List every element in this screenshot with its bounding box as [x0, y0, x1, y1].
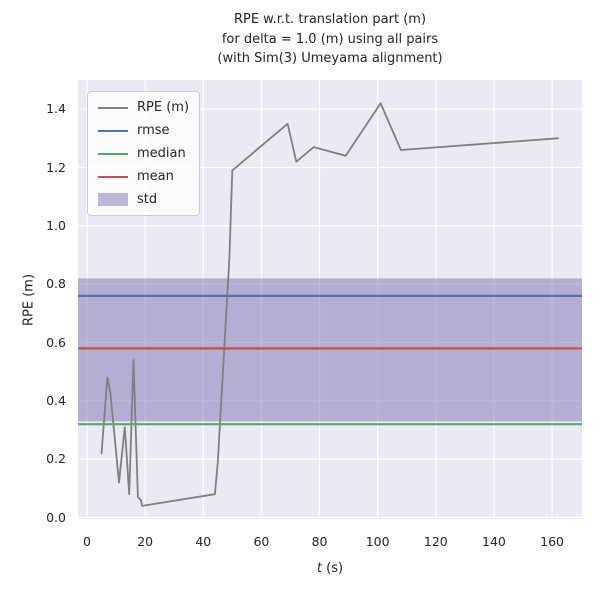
x-axis-label-unit: (s): [322, 561, 344, 576]
legend-swatch-mean: [98, 175, 128, 178]
legend-item: median: [98, 142, 189, 165]
x-tick-label: 20: [137, 534, 154, 549]
chart-title: RPE w.r.t. translation part (m) for delt…: [78, 10, 582, 69]
legend-label: median: [137, 146, 186, 161]
legend-swatch-rpe-m-: [98, 106, 128, 109]
y-tick-label: 0.4: [46, 392, 66, 408]
x-tick-label: 120: [423, 534, 448, 549]
legend-item: std: [98, 188, 189, 211]
x-tick-label: 160: [540, 534, 564, 549]
x-tick-label: 80: [311, 534, 328, 549]
chart-title-line-2: for delta = 1.0 (m) using all pairs: [221, 31, 439, 47]
y-tick-label: 0.6: [46, 334, 66, 350]
legend-item: rmse: [98, 119, 189, 142]
y-tick-label: 1.0: [46, 217, 66, 233]
legend-label: std: [137, 192, 158, 207]
legend: RPE (m) rmse median mean std: [87, 91, 201, 216]
legend-item: RPE (m): [98, 96, 189, 119]
chart-title-line-3: (with Sim(3) Umeyama alignment): [217, 51, 443, 66]
x-tick-label: 140: [481, 534, 506, 549]
legend-swatch-median: [98, 152, 128, 155]
legend-label: rmse: [137, 123, 170, 138]
x-tick-label: 40: [195, 534, 212, 549]
std-band: [78, 278, 582, 422]
y-tick-label: 0.8: [46, 276, 66, 292]
x-tick-label: 60: [253, 534, 270, 549]
y-tick-label: 1.4: [46, 101, 66, 117]
plot-area: RPE (m) rmse median mean std: [78, 80, 582, 519]
chart-canvas: [78, 80, 582, 519]
legend-swatch-rmse: [98, 129, 128, 132]
legend-label: RPE (m): [137, 100, 190, 115]
y-tick-label: 1.2: [46, 159, 66, 175]
x-axis-label-variable: t: [316, 561, 323, 576]
y-tick-label: 0.2: [46, 451, 66, 467]
legend-label: mean: [137, 169, 174, 184]
chart-title-line-1: RPE w.r.t. translation part (m): [233, 12, 427, 27]
rpe-line: [100, 102, 559, 507]
x-tick-label: 0: [83, 534, 91, 549]
y-tick-label: 0.0: [46, 509, 66, 525]
x-tick-label: 100: [365, 534, 390, 549]
x-axis-label: t (s): [78, 561, 582, 576]
legend-item: mean: [98, 165, 189, 188]
legend-swatch-std: [98, 193, 128, 206]
